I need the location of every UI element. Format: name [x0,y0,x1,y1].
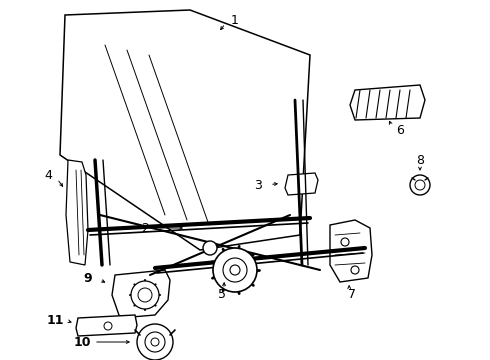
Polygon shape [350,85,425,120]
Polygon shape [330,220,372,282]
Circle shape [341,238,349,246]
Polygon shape [76,315,137,336]
Circle shape [351,266,359,274]
Text: 9: 9 [84,271,92,284]
Text: 7: 7 [348,288,356,302]
Circle shape [213,248,257,292]
Circle shape [415,180,425,190]
Circle shape [104,322,112,330]
Circle shape [145,332,165,352]
Text: 3: 3 [254,179,262,192]
Text: 8: 8 [416,153,424,166]
Polygon shape [60,10,310,250]
Circle shape [137,324,173,360]
Text: 10: 10 [73,336,91,348]
Text: 11: 11 [46,314,64,327]
Circle shape [410,175,430,195]
Text: 4: 4 [44,168,52,181]
Circle shape [151,338,159,346]
Circle shape [230,265,240,275]
Text: 6: 6 [396,123,404,136]
Polygon shape [285,173,318,195]
Circle shape [138,288,152,302]
Text: 5: 5 [218,288,226,302]
Circle shape [223,258,247,282]
Polygon shape [66,160,88,265]
Text: 1: 1 [231,14,239,27]
Circle shape [203,241,217,255]
Text: 2: 2 [141,221,149,234]
Circle shape [131,281,159,309]
Polygon shape [112,270,170,318]
